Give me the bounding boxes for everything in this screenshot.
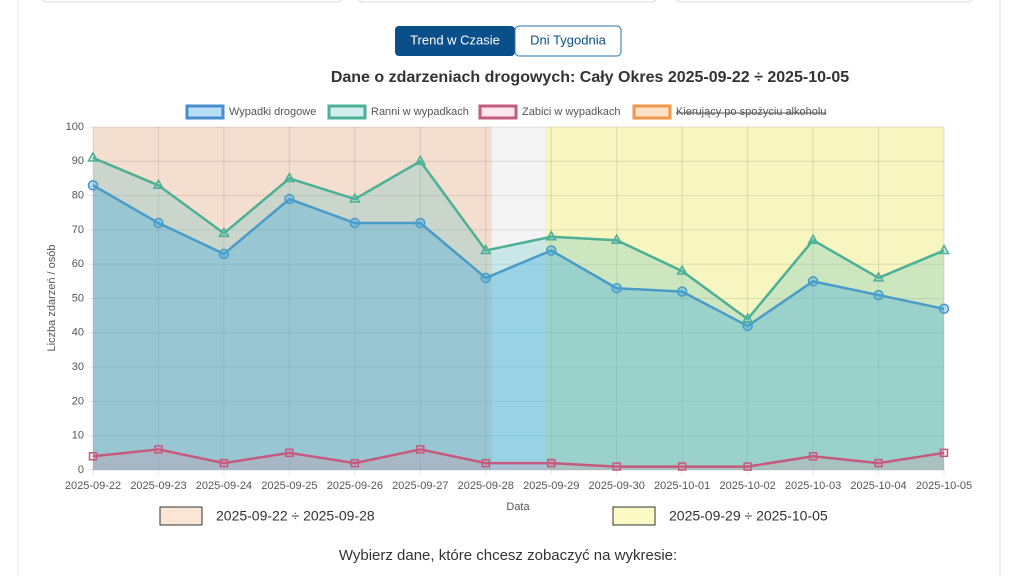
y-tick-label: 10 [72, 430, 84, 442]
point [285, 448, 294, 458]
card [42, 0, 342, 3]
point [610, 233, 623, 244]
point [545, 245, 557, 256]
point [545, 230, 558, 241]
point [87, 180, 99, 191]
y-axis-title: Liczba zdarzeń / osób [46, 244, 58, 351]
point [219, 458, 229, 468]
y-tick-label: 40 [72, 327, 84, 339]
legend-swatch [478, 104, 518, 120]
card [358, 0, 657, 3]
y-tick-label: 20 [72, 395, 84, 407]
point [676, 264, 688, 275]
point [350, 458, 360, 468]
point [481, 458, 491, 468]
point [676, 286, 688, 297]
point [349, 217, 361, 229]
tab[interactable]: Dni Tygodnia [514, 25, 622, 57]
legend-swatch [632, 104, 672, 120]
range-legend-box [612, 506, 656, 526]
point [349, 192, 361, 203]
y-tick-label: 100 [66, 121, 84, 133]
legend-label[interactable]: Zabici w wypadkach [522, 106, 620, 118]
tab-label[interactable]: Dni Tygodnia [530, 32, 606, 47]
x-tick-label: 2025-10-03 [785, 480, 841, 492]
x-tick-label: 2025-09-30 [589, 480, 645, 492]
point [284, 193, 295, 205]
y-tick-label: 80 [72, 190, 84, 202]
x-axis-title: Data [506, 501, 530, 513]
series-line [92, 184, 945, 328]
point [938, 303, 950, 315]
y-tick-label: 30 [72, 361, 84, 373]
series-line [92, 448, 945, 468]
area-fill [93, 185, 944, 470]
chart-title: Dane o zdarzeniach drogowych: Cały Okres… [331, 69, 849, 86]
point [416, 445, 425, 454]
point [741, 312, 754, 323]
legend-label[interactable]: Wypadki drogowe [229, 106, 316, 118]
point [283, 171, 296, 183]
point [546, 458, 556, 468]
point [874, 458, 883, 468]
range-legend-label: 2025-09-29 ÷ 2025-10-05 [669, 508, 828, 524]
area-fill [93, 157, 944, 470]
point [218, 248, 230, 260]
point [415, 217, 426, 229]
tab-label[interactable]: Trend w Czasie [410, 32, 500, 47]
legend-swatch [327, 104, 367, 120]
point [414, 154, 427, 166]
x-tick-label: 2025-09-25 [261, 480, 317, 492]
point [807, 233, 819, 244]
range-legend-box [159, 506, 203, 526]
x-tick-label: 2025-10-04 [850, 480, 906, 492]
x-tick-label: 2025-09-28 [458, 480, 514, 492]
point [939, 448, 949, 458]
point [87, 151, 99, 162]
y-tick-label: 60 [72, 258, 84, 270]
footer-text: Wybierz dane, które chcesz zobaczyć na w… [339, 547, 677, 564]
point [677, 462, 687, 471]
y-tick-label: 0 [78, 464, 84, 476]
x-tick-label: 2025-10-01 [654, 480, 710, 492]
point [218, 226, 230, 238]
x-tick-label: 2025-09-24 [196, 480, 252, 492]
point [807, 276, 819, 287]
legend-swatch [185, 104, 225, 120]
legend-label[interactable]: Kierujący po spożyciu alkoholu [676, 106, 826, 118]
point [479, 243, 492, 255]
series-line [92, 156, 945, 321]
y-tick-label: 70 [72, 224, 84, 236]
area-fill [93, 449, 944, 470]
point [611, 282, 622, 294]
point [153, 217, 164, 229]
point [873, 289, 884, 301]
point [88, 452, 98, 461]
x-tick-label: 2025-09-27 [392, 480, 448, 492]
point [743, 462, 752, 471]
y-tick-label: 90 [72, 155, 84, 167]
y-tick-label: 50 [72, 292, 84, 304]
range-legend-label: 2025-09-22 ÷ 2025-09-28 [216, 508, 375, 524]
point [808, 452, 818, 461]
point [938, 243, 950, 255]
legend-label[interactable]: Ranni w wypadkach [371, 106, 469, 118]
x-tick-label: 2025-09-22 [65, 480, 121, 492]
tab-active[interactable]: Trend w Czasie [395, 26, 515, 56]
point [612, 462, 621, 471]
point [872, 271, 885, 282]
x-tick-label: 2025-10-05 [916, 480, 972, 492]
point [152, 178, 165, 190]
card [675, 0, 973, 3]
x-tick-label: 2025-09-23 [130, 480, 186, 492]
x-tick-label: 2025-10-02 [719, 480, 775, 492]
point [480, 272, 492, 284]
range-band [545, 127, 944, 470]
range-band [93, 127, 492, 470]
point [154, 445, 163, 454]
x-tick-label: 2025-09-26 [327, 480, 383, 492]
x-tick-label: 2025-09-29 [523, 480, 579, 492]
